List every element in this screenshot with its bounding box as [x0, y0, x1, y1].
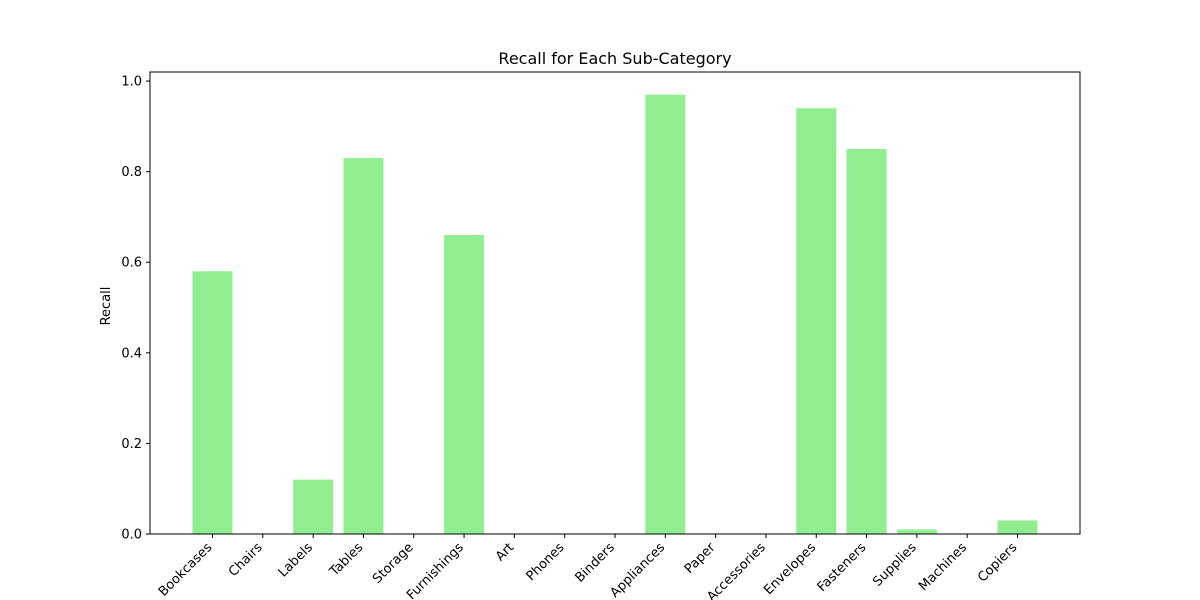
y-tick-label: 0.0 — [121, 528, 142, 543]
y-tick-label: 1.0 — [121, 75, 142, 90]
bar-labels — [293, 479, 334, 534]
y-tick-label: 0.2 — [121, 437, 142, 452]
x-tick-label-art: Art — [493, 540, 517, 564]
bar-appliances — [645, 94, 686, 535]
x-tick-label-copiers: Copiers — [975, 540, 1020, 585]
x-tick-label-fasteners: Fasteners — [815, 540, 870, 595]
x-tick-label-tables: Tables — [326, 540, 366, 580]
bar-fasteners — [846, 149, 887, 534]
x-axis-ticks: Bookcases Chairs Labels Tables StorageFurnis… — [156, 534, 1020, 600]
x-tick-label-paper: Paper — [682, 540, 719, 577]
x-tick-label-supplies: Supplies — [870, 540, 920, 590]
bar-copiers — [997, 520, 1038, 534]
x-tick-label-bookcases: Bookcases — [156, 540, 216, 600]
x-tick-label-chairs: Chairs — [226, 540, 266, 580]
x-tick-label-binders: Binders — [572, 540, 618, 586]
x-tick-label-appliances: Appliances — [608, 540, 669, 600]
x-tick-label-labels: Labels — [276, 540, 316, 580]
bars-group — [192, 94, 1038, 535]
x-tick-label-machines: Machines — [916, 540, 970, 594]
bar-tables — [343, 158, 384, 534]
plot-area-frame — [149, 71, 1081, 535]
y-tick-label: 0.4 — [121, 346, 142, 361]
bar-bookcases — [192, 271, 233, 534]
x-tick-label-envelopes: Envelopes — [761, 540, 819, 598]
bar-supplies — [896, 529, 937, 534]
y-axis-ticks: 0.0 0.2 0.4 0.6 0.8 1.0 — [121, 75, 150, 543]
x-tick-label-phones: Phones — [524, 540, 568, 584]
y-tick-label: 0.8 — [121, 165, 142, 180]
y-axis-label: Recall — [99, 287, 114, 326]
y-tick-label: 0.6 — [121, 256, 142, 271]
chart-title: Recall for Each Sub-Category — [498, 49, 731, 68]
bar-envelopes — [796, 108, 837, 535]
bar-furnishings — [444, 235, 485, 534]
x-tick-label-storage: Storage — [370, 540, 417, 587]
